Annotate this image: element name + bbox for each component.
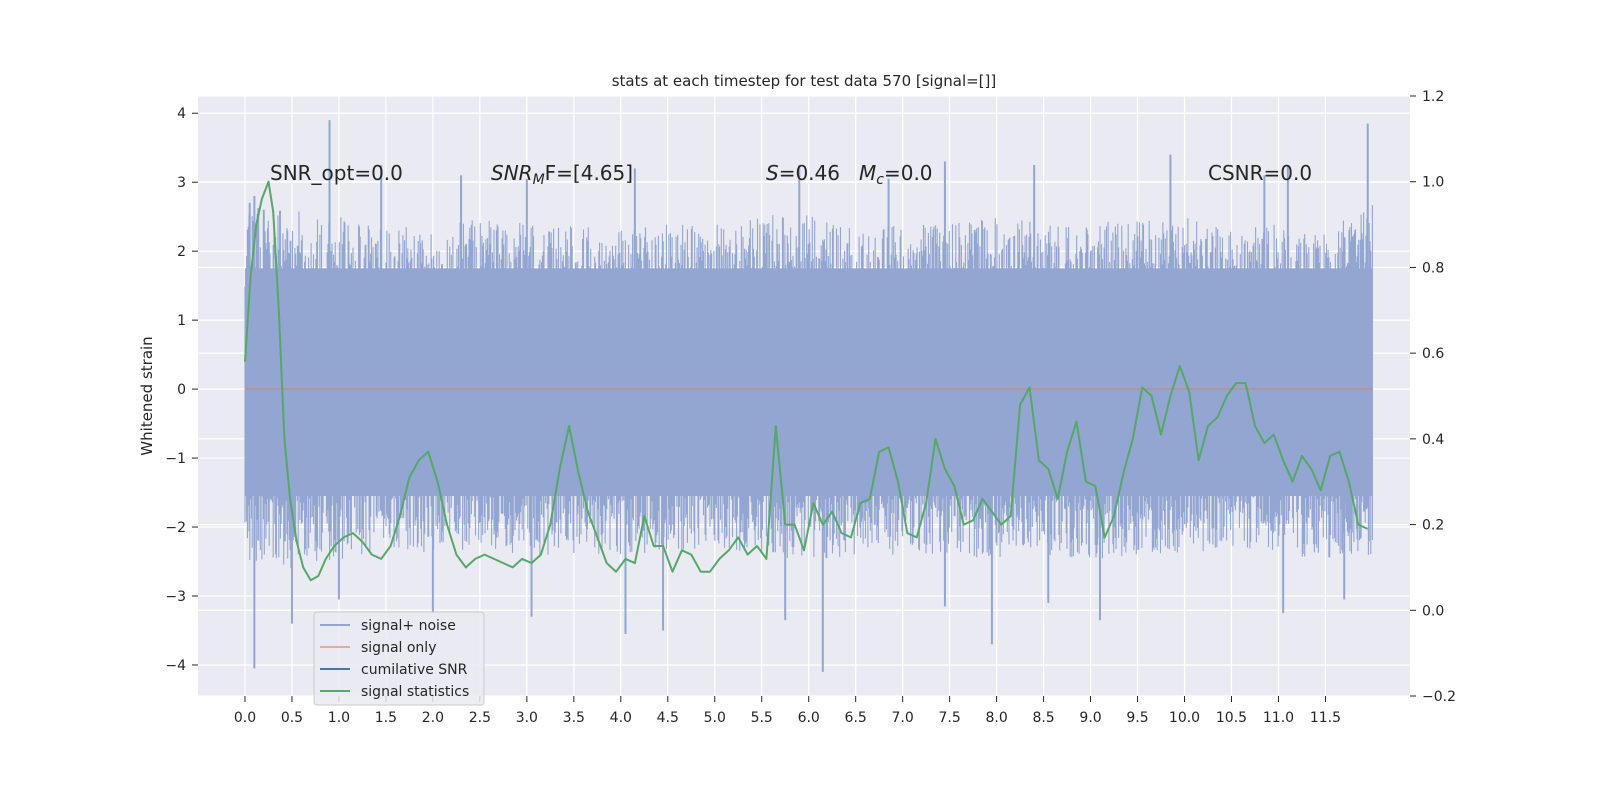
legend-label-signal-only: signal only [361, 640, 436, 656]
y-tick-label: 4 [177, 106, 186, 122]
x-axis-ticks: 0.0 0.5 1.0 1.5 2.0 2.5 3.0 3.5 4.0 4.5 5.0 5.5 6.0 6… [234, 696, 1341, 726]
x-tick-label: 8.5 [1032, 710, 1054, 726]
y-tick-label: 2 [177, 244, 186, 260]
x-tick-label: 9.0 [1079, 710, 1101, 726]
chart-title: stats at each timestep for test data 570… [612, 72, 997, 90]
x-tick-label: 8.0 [985, 710, 1007, 726]
y2-tick-label: −0.2 [1422, 689, 1456, 705]
x-tick-label: 11.0 [1263, 710, 1294, 726]
legend-label-signal-statistics: signal statistics [361, 684, 469, 700]
annotation-s: S=0.46 [766, 161, 840, 185]
legend-label-cumilative-snr: cumilative SNR [361, 662, 468, 678]
x-tick-label: 10.0 [1169, 710, 1200, 726]
x-tick-label: 3.5 [563, 710, 585, 726]
x-tick-label: 5.5 [751, 710, 773, 726]
y2-tick-label: 0.2 [1422, 518, 1444, 534]
y-tick-label: −3 [165, 589, 186, 605]
x-tick-label: 6.0 [798, 710, 820, 726]
x-tick-label: 1.0 [328, 710, 350, 726]
x-tick-label: 9.5 [1126, 710, 1148, 726]
x-tick-label: 3.0 [516, 710, 538, 726]
y-axis-ticks: −4 −3 −2 −1 0 1 2 3 4 [165, 106, 198, 674]
y-tick-label: 3 [177, 175, 186, 191]
annotation-csnr: CSNR=0.0 [1208, 161, 1312, 185]
y2-tick-label: 1.2 [1422, 89, 1444, 105]
annotation-snr-mf: SNRMF=[4.65] [491, 161, 633, 188]
x-tick-label: 5.0 [704, 710, 726, 726]
annotation-mc: Mc=0.0 [859, 161, 933, 188]
x-tick-label: 10.5 [1216, 710, 1247, 726]
y2-tick-label: 0.8 [1422, 260, 1444, 276]
x-tick-label: 4.5 [657, 710, 679, 726]
y-tick-label: 1 [177, 313, 186, 329]
x-tick-label: 2.5 [469, 710, 491, 726]
signal-statistics-line [244, 180, 1369, 582]
x-tick-label: 11.5 [1310, 710, 1341, 726]
noise-core-band [244, 268, 1373, 496]
x-tick-label: 7.5 [938, 710, 960, 726]
x-tick-label: 7.0 [892, 710, 914, 726]
y-tick-label: −2 [165, 520, 186, 536]
x-tick-label: 2.0 [422, 710, 444, 726]
x-tick-label: 0.0 [234, 710, 256, 726]
y-tick-label: 0 [177, 382, 186, 398]
annotation-snr-opt: SNR_opt=0.0 [270, 161, 403, 185]
y2-tick-label: 0.4 [1422, 432, 1444, 448]
y-tick-label: −1 [165, 451, 186, 467]
series-signal-statistics [244, 180, 1369, 582]
y2-axis-ticks: −0.2 0.0 0.2 0.4 0.6 0.8 1.0 1.2 [1410, 89, 1456, 705]
legend-label-signal-noise: signal+ noise [361, 618, 456, 634]
x-tick-label: 0.5 [281, 710, 303, 726]
y-axis-label: Whitened strain [138, 336, 156, 455]
series-signal-noise [244, 120, 1373, 672]
x-tick-label: 1.5 [375, 710, 397, 726]
x-tick-label: 4.0 [610, 710, 632, 726]
legend-box [313, 611, 485, 706]
y-tick-label: −4 [165, 658, 186, 674]
y2-tick-label: 1.0 [1422, 175, 1444, 191]
y2-tick-label: 0.6 [1422, 346, 1444, 362]
y2-tick-label: 0.0 [1422, 603, 1444, 619]
legend: signal+ noise signal only cumilative SNR… [313, 611, 485, 706]
x-tick-label: 6.5 [845, 710, 867, 726]
